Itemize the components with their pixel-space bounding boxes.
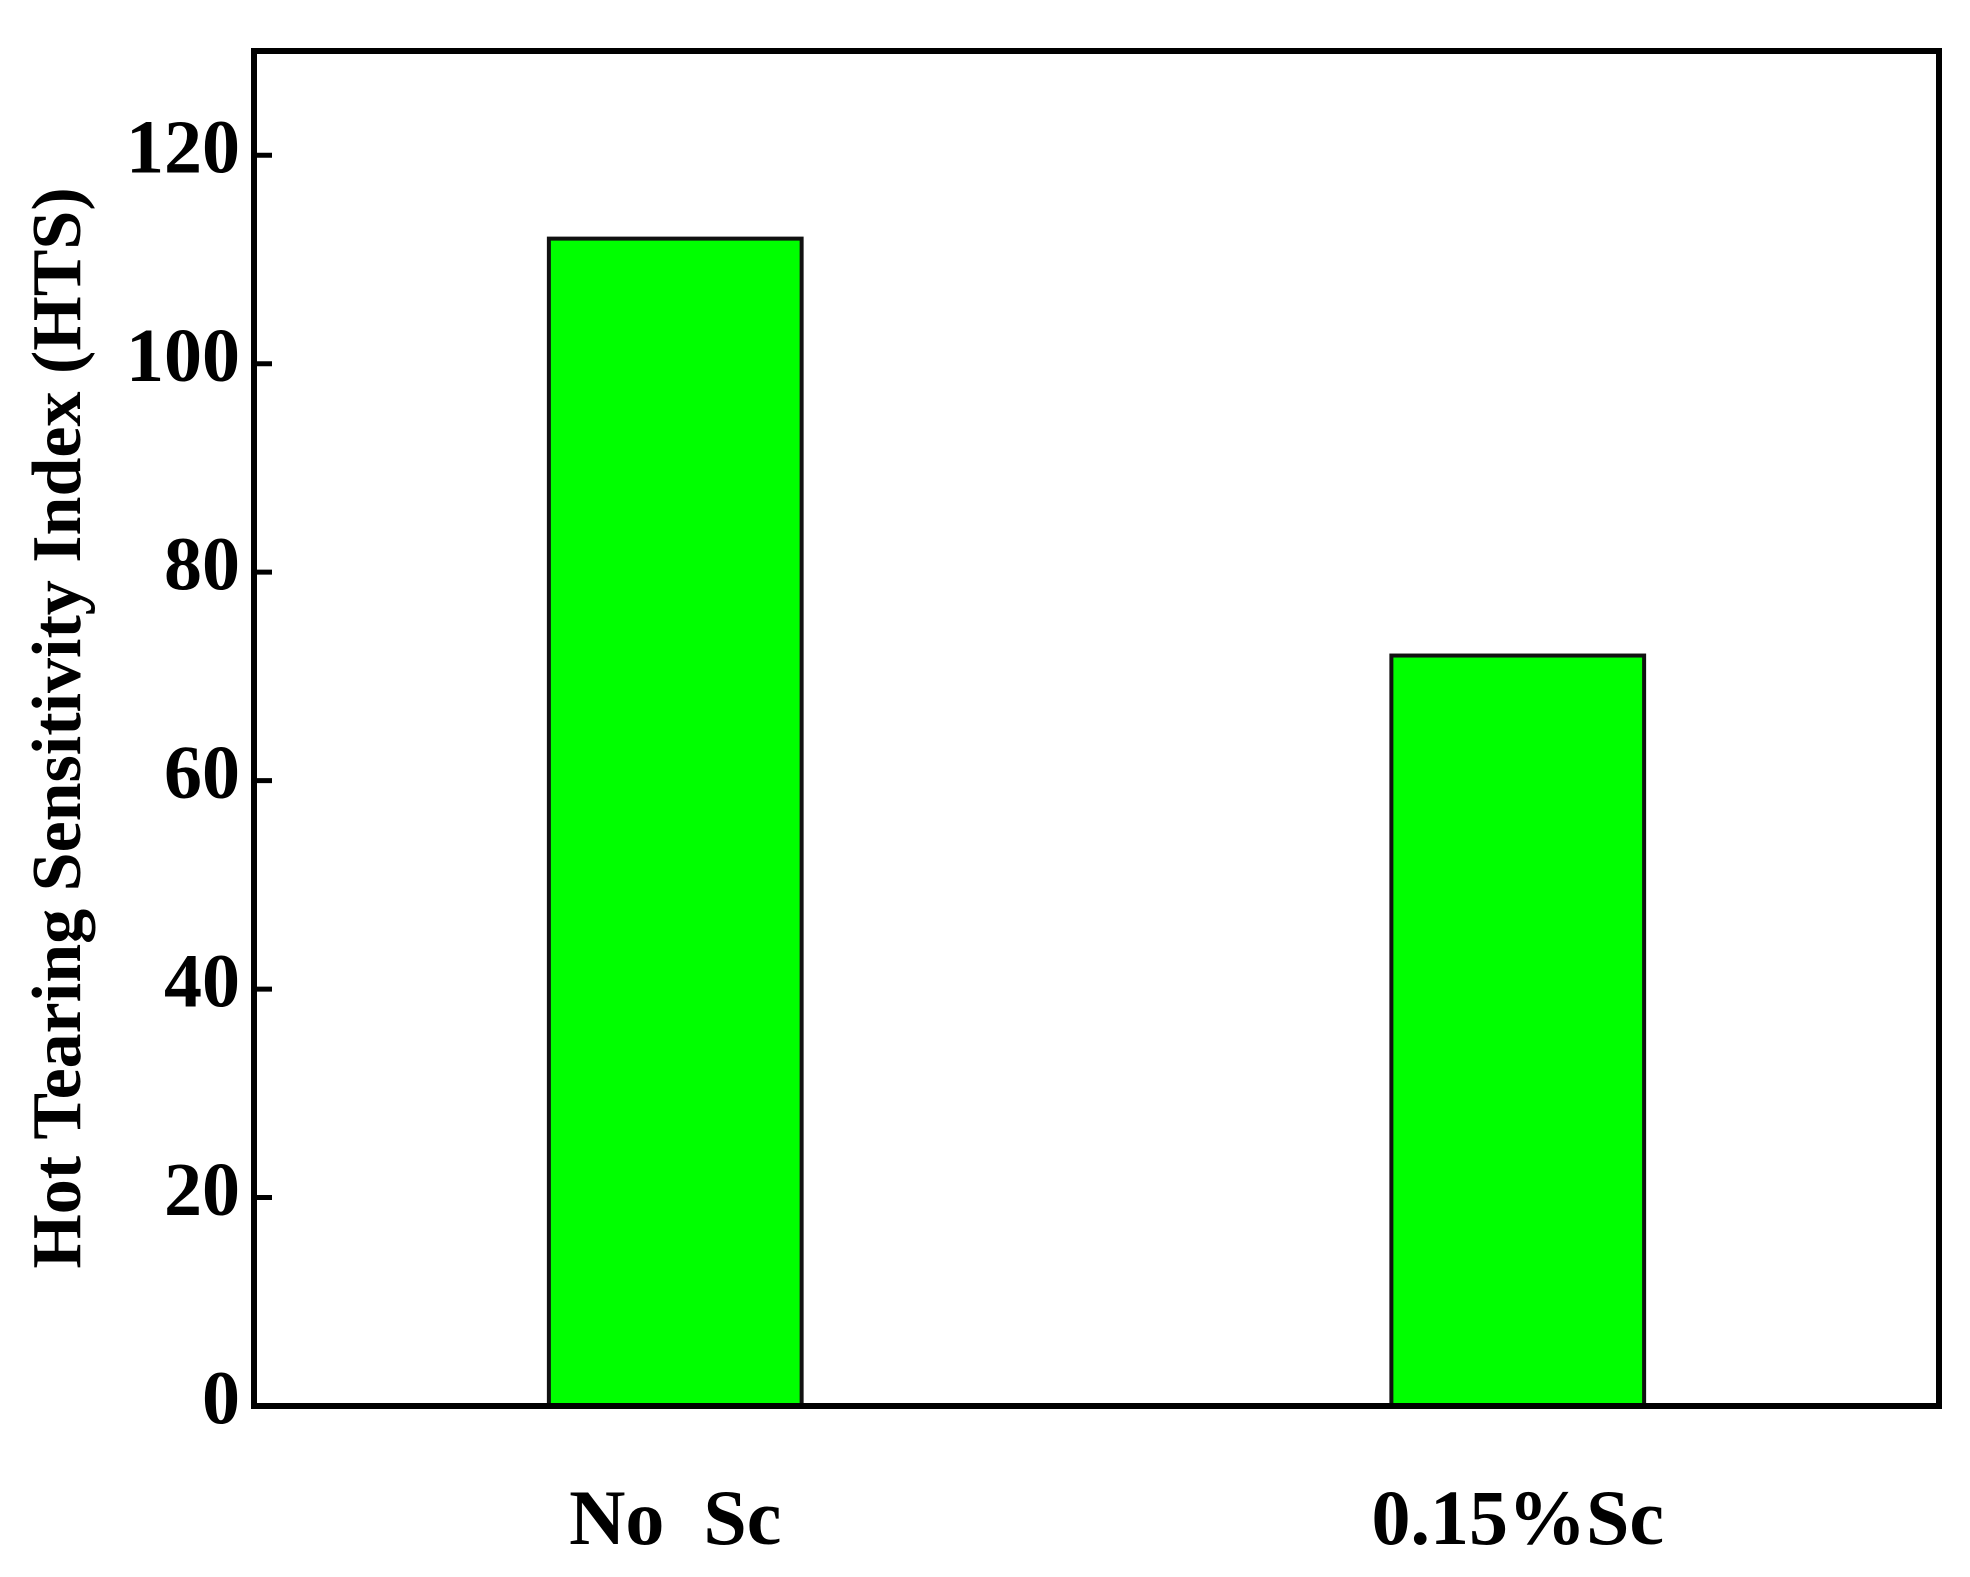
y-tick-label: 120 <box>126 106 240 190</box>
plot-frame <box>251 48 1942 1409</box>
y-tick-label: 60 <box>164 731 240 815</box>
y-tick-label: 80 <box>164 523 240 607</box>
y-axis-title: Hot Tearing Sensitivity Index (HTS) <box>19 187 96 1268</box>
y-tick-label: 20 <box>164 1148 240 1232</box>
x-tick-label: No Sc <box>569 1474 781 1561</box>
bar <box>1389 653 1647 1408</box>
y-tick-label: 0 <box>202 1356 240 1440</box>
bar <box>546 236 804 1409</box>
y-tick-label: 100 <box>126 314 240 398</box>
x-tick-label: 0.15%Sc <box>1372 1474 1665 1561</box>
y-tick-label: 40 <box>164 940 240 1024</box>
